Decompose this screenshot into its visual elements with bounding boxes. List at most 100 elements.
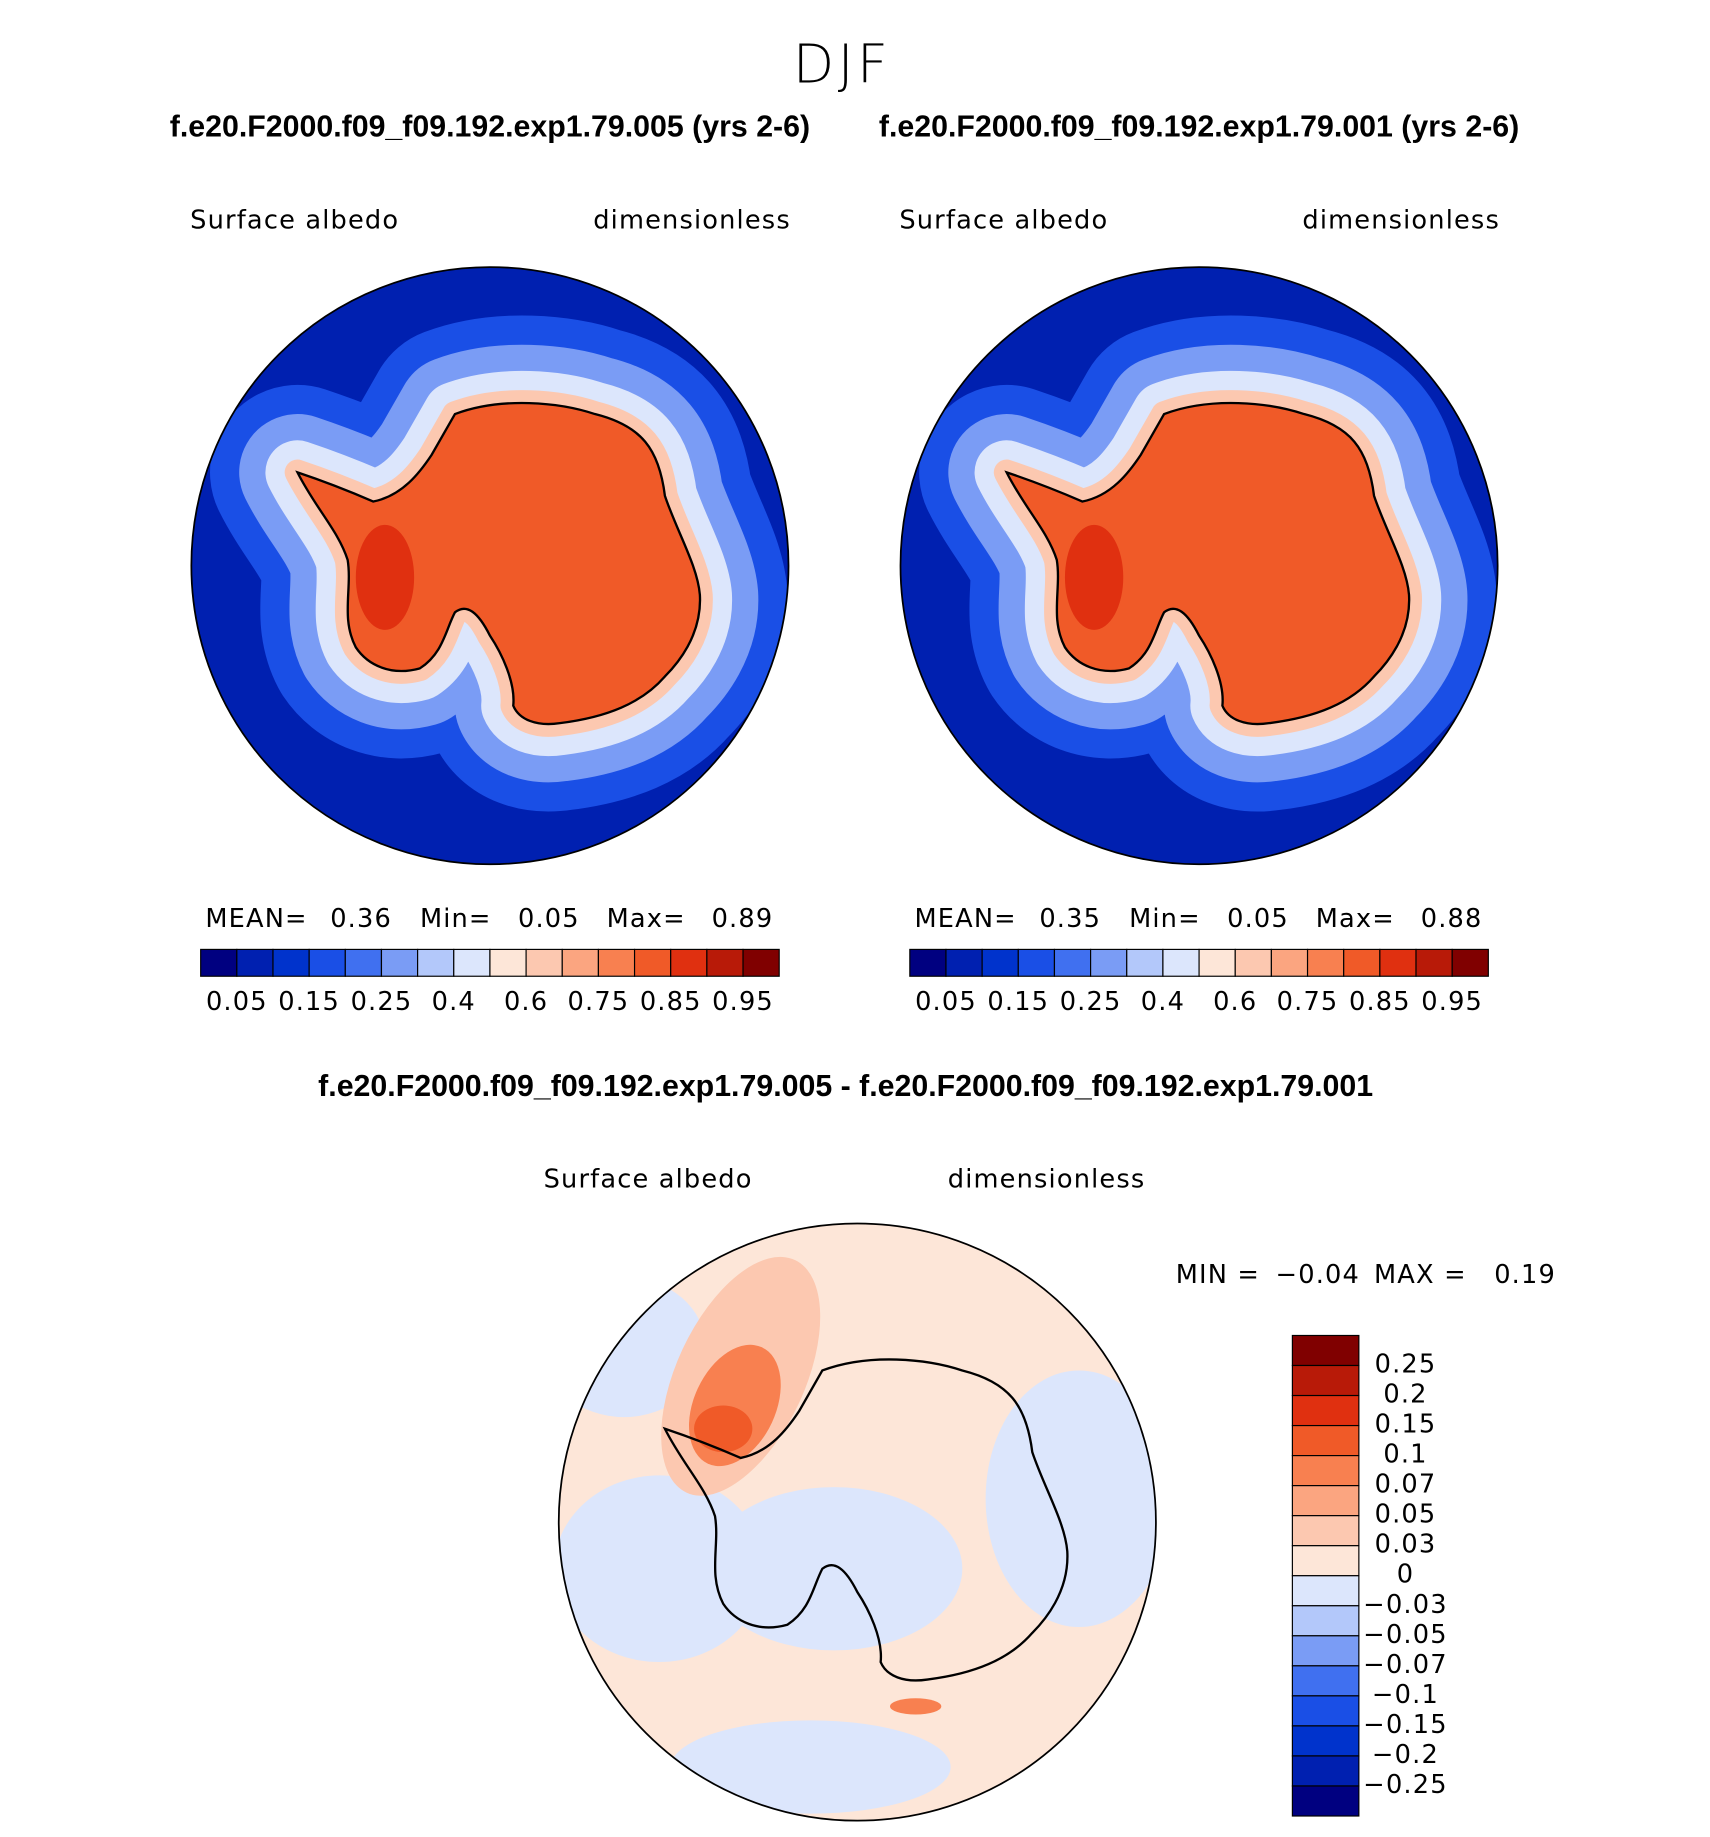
colorbar-label: 0.1 <box>1383 1440 1427 1470</box>
colorbar-box <box>380 948 419 977</box>
colorbar-label: 0.2 <box>1383 1380 1427 1410</box>
colorbar-box <box>525 948 563 977</box>
colorbar-box <box>1291 1605 1360 1637</box>
colorbar-label: 0.4 <box>432 987 476 1017</box>
colorbar-label: −0.07 <box>1363 1650 1447 1680</box>
stat-value: 0.05 <box>1227 904 1289 934</box>
colorbar-box <box>1291 1575 1360 1607</box>
map-field <box>900 267 1498 865</box>
colorbar-box <box>1162 948 1200 977</box>
field-units: dimensionless <box>948 1164 1146 1194</box>
map <box>190 266 790 866</box>
colorbar-box <box>308 948 346 977</box>
colorbar-box <box>1291 1695 1360 1727</box>
stat-value: 0.19 <box>1494 1260 1556 1290</box>
colorbar-label: 0.4 <box>1141 987 1185 1017</box>
map <box>899 266 1499 866</box>
colorbar-box <box>1291 1334 1360 1367</box>
figure-title: DJF <box>793 32 891 95</box>
map-border <box>190 266 790 866</box>
field-name: Surface albedo <box>899 206 1108 236</box>
colorbar-box <box>742 948 780 977</box>
colorbar-box <box>981 948 1019 977</box>
colorbar-label: −0.25 <box>1363 1770 1447 1800</box>
colorbar-label: 0.05 <box>206 987 268 1017</box>
colorbar-label: −0.03 <box>1363 1590 1447 1620</box>
stat-value: 0.88 <box>1421 904 1483 934</box>
positive-patch <box>694 1405 753 1453</box>
colorbar-label: 0.05 <box>1375 1500 1437 1530</box>
field-name: Surface albedo <box>190 206 399 236</box>
stat-label: Min= <box>420 904 492 934</box>
colorbar-box <box>633 948 672 977</box>
colorbar-label: 0.25 <box>1060 987 1122 1017</box>
colorbar-label: 0.95 <box>712 987 774 1017</box>
difference-title: f.e20.F2000.f09_f09.192.exp1.79.005 - f.… <box>318 1070 1373 1103</box>
colorbar-box <box>1291 1545 1360 1577</box>
colorbar-label: −0.05 <box>1363 1620 1447 1650</box>
colorbar-box <box>1291 1485 1360 1517</box>
negative-patch <box>705 1487 963 1651</box>
colorbar-box <box>1291 1635 1360 1667</box>
colorbar-box <box>1291 1755 1360 1787</box>
negative-patch <box>670 1720 951 1814</box>
colorbar-box <box>909 948 947 977</box>
colorbar-box <box>1198 948 1236 977</box>
colorbar-label: 0.05 <box>915 987 977 1017</box>
case-title: f.e20.F2000.f09_f09.192.exp1.79.001 (yrs… <box>879 110 1519 143</box>
colorbar-box <box>1379 948 1417 977</box>
colorbar-box <box>1291 1424 1360 1457</box>
colorbar-label: 0.85 <box>640 987 702 1017</box>
colorbar-label: −0.2 <box>1372 1740 1439 1770</box>
colorbar-label: 0.15 <box>987 987 1049 1017</box>
colorbar-box <box>1291 1665 1360 1697</box>
stat-label: MEAN= <box>205 904 307 934</box>
colorbar-label: −0.1 <box>1372 1680 1439 1710</box>
colorbar-box <box>1126 948 1164 977</box>
colorbar-label: 0.85 <box>1349 987 1411 1017</box>
colorbar-box <box>1306 948 1345 977</box>
colorbar-label: 0.07 <box>1375 1470 1437 1500</box>
colorbar-box <box>1415 948 1453 977</box>
stat-label: MAX = <box>1374 1260 1467 1290</box>
colorbar-box <box>200 948 238 977</box>
stat-label: Max= <box>1316 904 1395 934</box>
map <box>557 1222 1157 1822</box>
colorbar-box <box>1291 1785 1360 1817</box>
colorbar-box <box>417 948 455 977</box>
colorbar-label: 0.25 <box>1375 1350 1437 1380</box>
peninsula-high <box>1064 524 1124 630</box>
map-field <box>191 267 789 865</box>
case-title: f.e20.F2000.f09_f09.192.exp1.79.005 (yrs… <box>170 110 810 143</box>
peninsula-high <box>355 524 415 630</box>
colorbar-box <box>561 948 599 977</box>
colorbar-label: 0 <box>1397 1560 1414 1590</box>
field-units: dimensionless <box>1302 206 1500 236</box>
colorbar-box <box>1234 948 1272 977</box>
colorbar-box <box>706 948 744 977</box>
colorbar-box <box>1343 948 1381 977</box>
colorbar-box <box>1017 948 1056 977</box>
colorbar-box <box>1291 1394 1360 1427</box>
colorbar-box <box>1291 1455 1360 1487</box>
colorbar-box <box>1291 1364 1360 1397</box>
field-units: dimensionless <box>593 206 791 236</box>
colorbar-box <box>1291 1515 1360 1547</box>
colorbar-label: −0.15 <box>1363 1710 1447 1740</box>
colorbar-label: 0.15 <box>1375 1410 1437 1440</box>
stat-label: MEAN= <box>914 904 1016 934</box>
colorbar-box <box>1451 948 1489 977</box>
negative-patch <box>985 1370 1156 1628</box>
colorbar-box <box>670 948 708 977</box>
colorbar-label: 0.25 <box>351 987 413 1017</box>
map-field <box>558 1223 1156 1821</box>
stat-label: Max= <box>607 904 686 934</box>
colorbar-box <box>272 948 310 977</box>
colorbar-label: 0.6 <box>1213 987 1257 1017</box>
colorbar-box <box>453 948 491 977</box>
colorbar-label: 0.03 <box>1375 1530 1437 1560</box>
colorbar-label: 0.15 <box>278 987 340 1017</box>
map-border <box>557 1222 1157 1822</box>
